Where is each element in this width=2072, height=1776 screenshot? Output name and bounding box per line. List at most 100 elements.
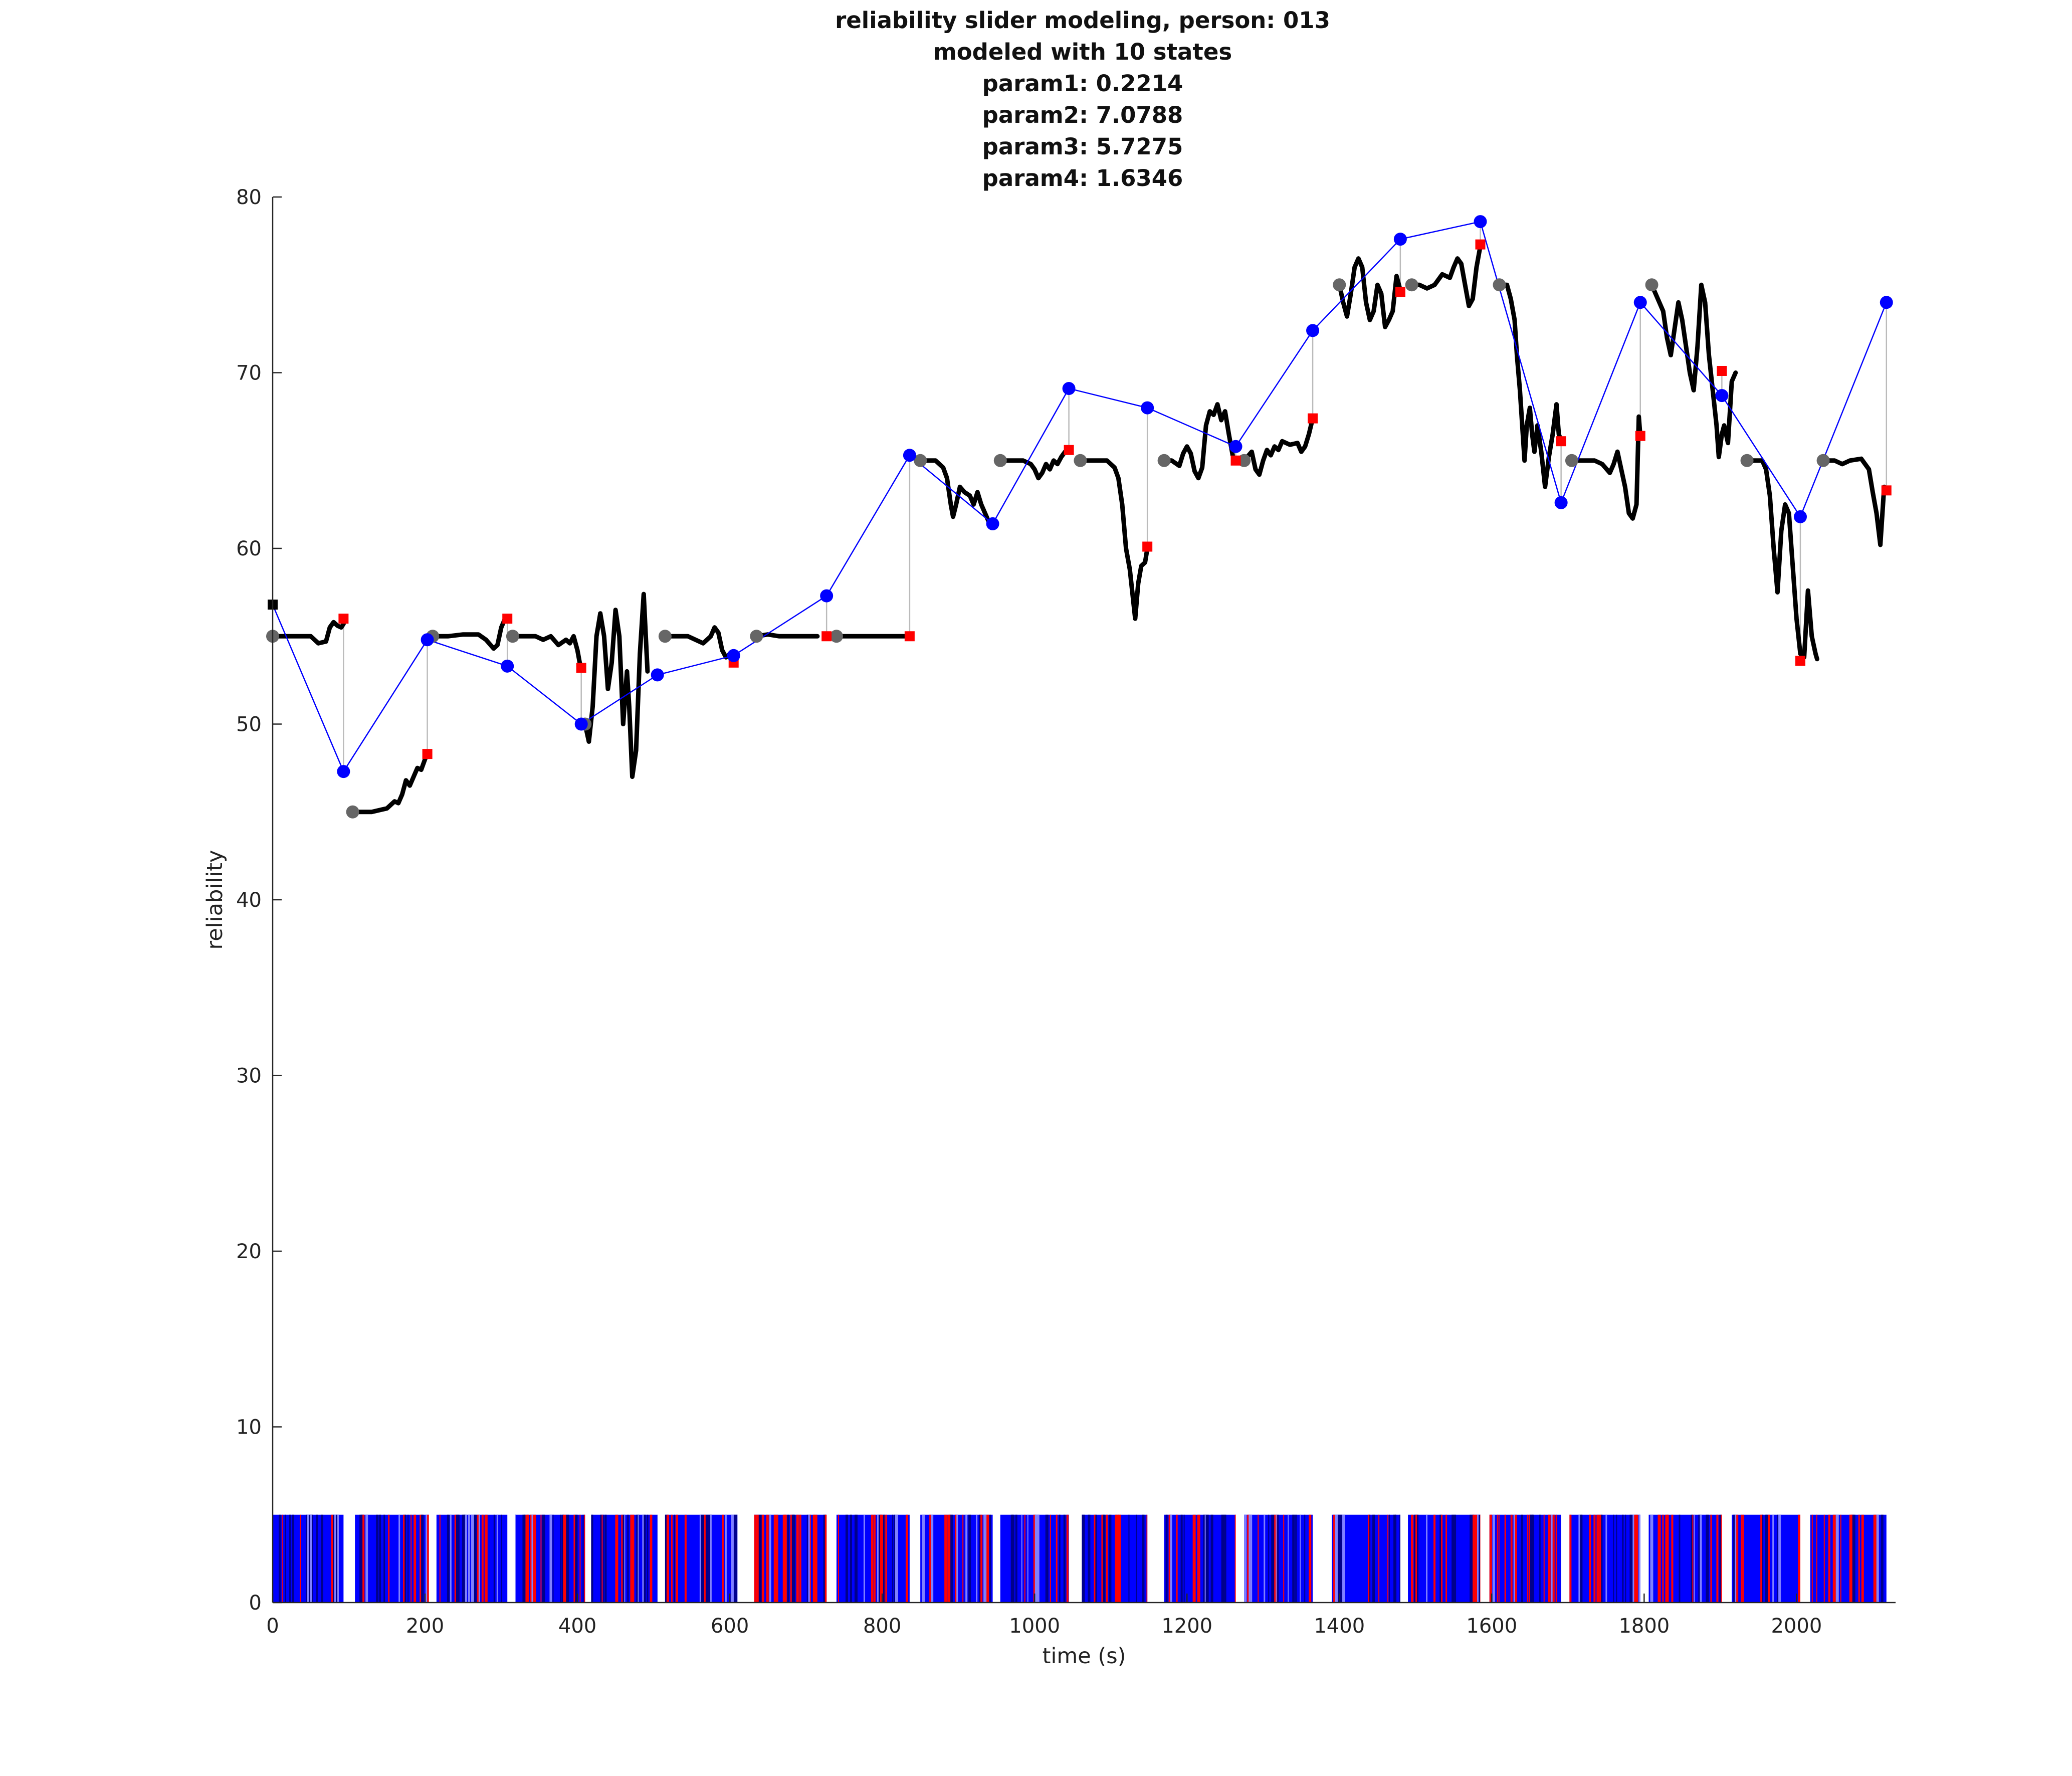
event-stripe [1045, 1514, 1047, 1603]
event-stripe [1616, 1514, 1617, 1603]
event-stripe [300, 1514, 301, 1603]
event-stripe [604, 1514, 607, 1603]
y-tick-label-7: 70 [236, 362, 262, 385]
event-stripe [1015, 1514, 1017, 1603]
title-line-5: param3: 5.7275 [982, 133, 1183, 160]
event-stripe [722, 1514, 724, 1603]
event-stripe [1858, 1514, 1860, 1603]
event-bands [273, 1514, 1887, 1603]
start-marker-18 [1740, 454, 1754, 467]
end-marker-15 [1717, 365, 1727, 376]
event-stripe [922, 1514, 925, 1603]
y-tick-label-0: 0 [249, 1592, 262, 1615]
event-stripe [1622, 1514, 1624, 1603]
y-tick-label-2: 20 [236, 1240, 262, 1263]
event-stripe [1300, 1514, 1301, 1603]
event-stripe [1474, 1514, 1478, 1603]
start-marker-3 [506, 630, 519, 643]
event-stripe [456, 1514, 459, 1603]
event-stripe [1635, 1514, 1638, 1603]
event-stripe [1417, 1514, 1419, 1603]
model-point-20 [1880, 296, 1893, 309]
event-stripe [754, 1514, 756, 1603]
event-stripe [1634, 1514, 1637, 1603]
event-stripe [684, 1514, 687, 1603]
event-stripe [1497, 1514, 1498, 1603]
event-stripe [1733, 1514, 1736, 1603]
end-marker-12 [1475, 239, 1486, 250]
event-stripe [883, 1514, 885, 1603]
event-stripe [1521, 1514, 1523, 1603]
event-stripe [306, 1514, 307, 1603]
end-marker-0 [338, 614, 349, 624]
event-stripe [1021, 1514, 1022, 1603]
event-stripe [905, 1514, 908, 1603]
event-stripe [1452, 1514, 1455, 1603]
model-point-10 [1062, 382, 1076, 396]
event-stripe [1531, 1514, 1534, 1603]
event-stripe [621, 1514, 623, 1603]
event-stripe [1066, 1514, 1069, 1603]
event-stripe [674, 1514, 675, 1603]
model-point-3 [501, 659, 514, 673]
slider-segment-2 [430, 616, 510, 651]
event-stripe [944, 1514, 946, 1603]
end-marker-9 [1230, 455, 1241, 466]
event-stripe [1389, 1514, 1390, 1603]
start-marker-10 [1074, 454, 1087, 467]
event-stripe [1762, 1514, 1764, 1603]
y-ticks: 0 10 20 30 40 50 60 70 80 [236, 186, 282, 1615]
model-point-18 [1715, 389, 1729, 403]
event-stripe [447, 1514, 450, 1603]
event-stripe [316, 1514, 318, 1603]
axes [272, 197, 1896, 1604]
event-stripe [1710, 1514, 1712, 1603]
event-stripe [983, 1514, 985, 1603]
event-stripe [1489, 1514, 1492, 1603]
event-stripe [1832, 1514, 1836, 1603]
model-point-2 [421, 633, 434, 647]
event-stripe [1816, 1514, 1817, 1603]
event-stripe [806, 1514, 808, 1603]
start-marker-15 [1493, 278, 1506, 292]
event-stripe [650, 1514, 653, 1603]
event-stripe [542, 1514, 545, 1603]
event-stripe [1691, 1514, 1693, 1603]
slider-segment-0 [270, 620, 346, 646]
event-stripe [616, 1514, 618, 1603]
event-stripe [1387, 1514, 1389, 1603]
event-stripe [1206, 1514, 1209, 1603]
event-stripe [1492, 1514, 1495, 1603]
event-stripe [333, 1514, 334, 1603]
event-stripe [515, 1514, 516, 1603]
event-stripe [1498, 1514, 1500, 1603]
event-stripe [1224, 1514, 1226, 1603]
event-stripe [946, 1514, 947, 1603]
event-stripe [1027, 1514, 1028, 1603]
start-marker-5 [658, 630, 672, 643]
event-stripe [1539, 1514, 1541, 1603]
slider-segment-14 [1409, 244, 1483, 308]
event-stripe [1667, 1514, 1669, 1603]
event-stripe [1411, 1514, 1414, 1603]
event-stripe [1861, 1514, 1864, 1603]
slider-segment-9 [998, 448, 1072, 481]
end-marker-13 [1556, 436, 1566, 447]
event-stripe [1798, 1514, 1800, 1603]
end-marker-11 [1395, 287, 1405, 297]
event-stripe [600, 1514, 603, 1603]
event-stripe [1694, 1514, 1695, 1603]
event-stripe [533, 1514, 536, 1603]
event-stripe [671, 1514, 673, 1603]
event-stripe [769, 1514, 771, 1603]
event-stripe [376, 1514, 379, 1603]
event-stripe [307, 1514, 309, 1603]
event-stripe [427, 1514, 429, 1603]
slider-segment-10 [1078, 458, 1150, 621]
event-stripe [665, 1514, 668, 1603]
event-stripe [566, 1514, 569, 1603]
event-stripe [956, 1514, 958, 1603]
event-stripe [1012, 1514, 1014, 1603]
event-stripe [630, 1514, 634, 1603]
event-stripe [1638, 1514, 1640, 1603]
